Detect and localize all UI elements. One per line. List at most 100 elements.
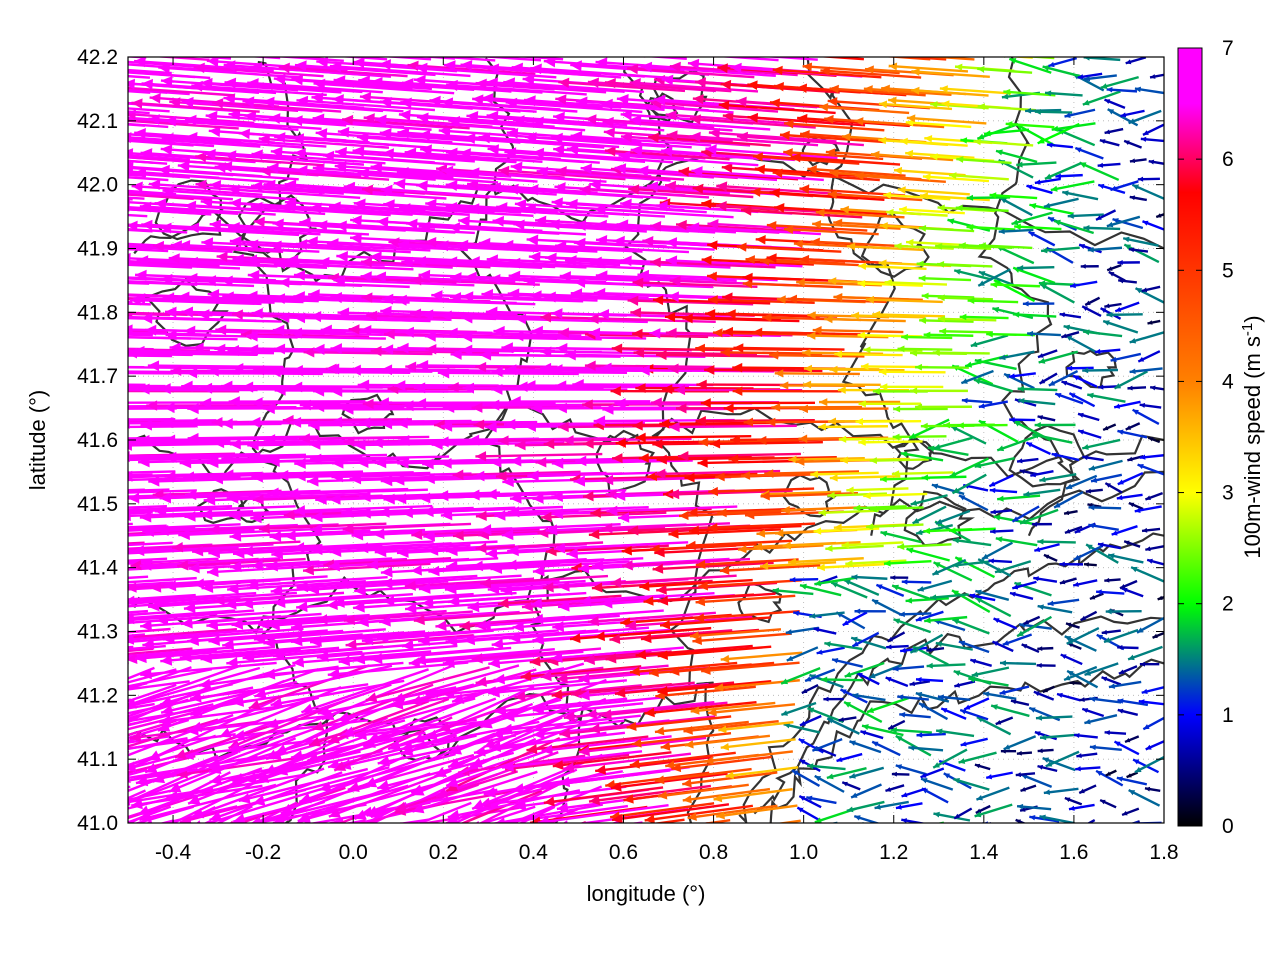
wind-arrow-head: [609, 633, 621, 644]
wind-arrow-head: [898, 611, 905, 618]
wind-arrow: [931, 558, 967, 576]
wind-arrow-head: [869, 672, 876, 679]
wind-arrow-head: [15, 719, 27, 730]
wind-arrow-head: [128, 772, 131, 784]
wind-arrow-head: [353, 653, 366, 665]
wind-arrow: [713, 787, 793, 803]
wind-arrow: [0, 473, 123, 484]
wind-arrow: [861, 724, 904, 737]
wind-arrow-head: [657, 791, 668, 800]
wind-arrow-shaft: [444, 579, 586, 591]
wind-arrow-head: [982, 553, 989, 560]
wind-arrow-head: [621, 560, 633, 571]
wind-arrow-head: [971, 671, 979, 678]
wind-arrow-head: [131, 798, 143, 810]
wind-arrow-head: [1133, 759, 1140, 765]
wind-arrow: [128, 698, 189, 720]
wind-arrow: [801, 683, 819, 695]
wind-arrow: [885, 676, 909, 688]
wind-arrow-head: [1059, 561, 1065, 567]
wind-arrow-head: [926, 662, 933, 669]
wind-arrow-shaft: [128, 489, 197, 494]
wind-arrow-shaft: [587, 611, 716, 624]
wind-arrow-head: [964, 704, 971, 710]
wind-arrow-head: [206, 846, 218, 857]
wind-arrow: [918, 702, 949, 721]
wind-arrow-shaft: [937, 317, 997, 322]
wind-arrow-head: [845, 559, 853, 567]
wind-arrow: [893, 618, 932, 634]
wind-arrow-head: [1126, 773, 1132, 778]
wind-arrow-shaft: [701, 661, 800, 673]
contour-loop: [782, 474, 839, 518]
wind-arrow: [668, 528, 781, 539]
wind-arrow-shaft: [364, 732, 496, 788]
wind-arrow-head: [799, 720, 806, 726]
wind-arrow-shaft: [316, 644, 458, 659]
wind-arrow-head: [1145, 546, 1151, 552]
wind-arrow-head: [798, 738, 805, 745]
wind-arrow-head: [229, 510, 241, 522]
wind-arrow-head: [1096, 634, 1104, 640]
wind-arrow-head: [56, 489, 68, 500]
wind-arrow-shaft: [520, 665, 642, 679]
wind-arrow-head: [372, 528, 385, 540]
wind-arrow: [477, 785, 603, 838]
wind-arrow-head: [37, 290, 48, 300]
wind-arrow-head: [380, 577, 393, 589]
wind-arrow: [1108, 680, 1142, 689]
wind-arrow-head: [232, 696, 245, 707]
wind-arrow-shaft: [780, 701, 817, 717]
wind-arrow-head: [32, 270, 44, 281]
wind-arrow-shaft: [657, 645, 772, 658]
wind-arrow: [480, 574, 609, 589]
wind-arrow-head: [0, 798, 5, 809]
wind-arrow-head: [1144, 786, 1151, 792]
wind-arrow-head: [418, 634, 430, 646]
wind-arrow: [451, 662, 585, 704]
wind-arrow: [611, 819, 623, 823]
wind-arrow: [843, 700, 883, 723]
wind-arrow: [952, 618, 990, 635]
wind-arrow: [707, 522, 816, 533]
wind-arrow-shaft: [356, 540, 498, 550]
wind-arrow: [989, 487, 1018, 494]
wind-arrow-shaft: [537, 804, 669, 823]
wind-arrow: [128, 661, 129, 665]
wind-arrow-head: [960, 709, 967, 715]
wind-arrow-head: [992, 641, 999, 647]
wind-arrow-head: [477, 828, 489, 838]
wind-arrow-head: [328, 560, 340, 572]
contour-line: [130, 402, 1164, 479]
wind-arrow: [690, 701, 776, 715]
wind-arrow-shaft: [935, 641, 973, 651]
wind-arrow-head: [890, 575, 896, 581]
wind-arrow-shaft: [708, 487, 815, 493]
wind-arrow-shaft: [231, 613, 370, 627]
wind-arrow-head: [1017, 630, 1024, 637]
wind-arrow-head: [103, 401, 114, 412]
wind-arrow: [471, 647, 602, 664]
wind-arrow-head: [452, 530, 464, 541]
wind-arrow-head: [983, 691, 990, 697]
wind-arrow-head: [840, 689, 847, 695]
wind-arrow-shaft: [362, 697, 497, 748]
wind-arrow: [1095, 769, 1124, 787]
wind-arrow-shaft: [293, 504, 433, 513]
wind-arrow-head: [423, 530, 435, 542]
wind-arrow-head: [10, 295, 22, 306]
wind-arrow: [128, 683, 177, 703]
wind-arrow-head: [872, 741, 879, 747]
wind-arrow-head: [902, 827, 909, 833]
wind-arrow-head: [558, 776, 571, 788]
wind-arrow: [128, 628, 263, 645]
wind-arrow-head: [1117, 708, 1124, 714]
wind-arrow: [286, 488, 428, 500]
wind-arrow-head: [0, 652, 5, 663]
wind-arrow-shaft: [639, 578, 753, 589]
wind-arrow-head: [64, 382, 75, 393]
wind-arrow: [818, 509, 879, 517]
wind-arrow-head: [1095, 832, 1101, 837]
wind-arrow-shaft: [286, 488, 428, 496]
wind-arrow: [1056, 692, 1081, 702]
